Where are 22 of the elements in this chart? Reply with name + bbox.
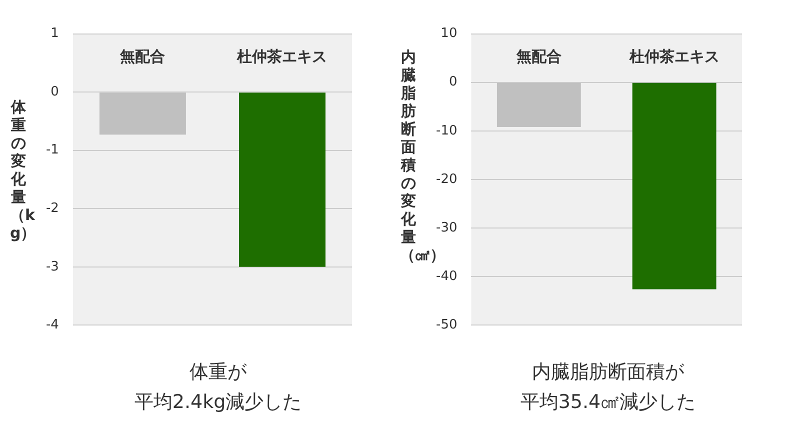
- y-tick-label: -50: [436, 318, 458, 333]
- y-tick-label: 1: [50, 26, 59, 42]
- text: 内臓脂肪断面積が: [531, 360, 686, 385]
- y-tick-label: -4: [46, 318, 59, 333]
- text: 平均35.4㎠減少した: [519, 390, 697, 415]
- text: 平均2.4kg減少した: [133, 390, 303, 415]
- text: 体重が: [188, 360, 248, 385]
- y-tick-label: -20: [436, 172, 458, 187]
- y-tick-label: -30: [436, 220, 458, 236]
- y-tick-label: 0: [50, 84, 59, 100]
- y-tick-label: -40: [436, 269, 458, 284]
- y-tick-label: -1: [46, 142, 59, 158]
- x-tick-label: 無配合: [515, 48, 562, 66]
- y-tick-label: 0: [448, 74, 458, 90]
- y-tick-label: -10: [436, 123, 458, 138]
- y-tick-label: -2: [46, 201, 59, 216]
- y-tick-label: 10: [440, 26, 458, 42]
- x-tick-label: 杜仲茶エキス: [628, 48, 720, 66]
- y-axis-title: 体重の変化量（kg）: [10, 98, 36, 242]
- y-tick-label: -3: [46, 259, 59, 274]
- x-tick-label: 杜仲茶エキス: [236, 48, 328, 66]
- x-tick-label: 無配合: [119, 48, 166, 66]
